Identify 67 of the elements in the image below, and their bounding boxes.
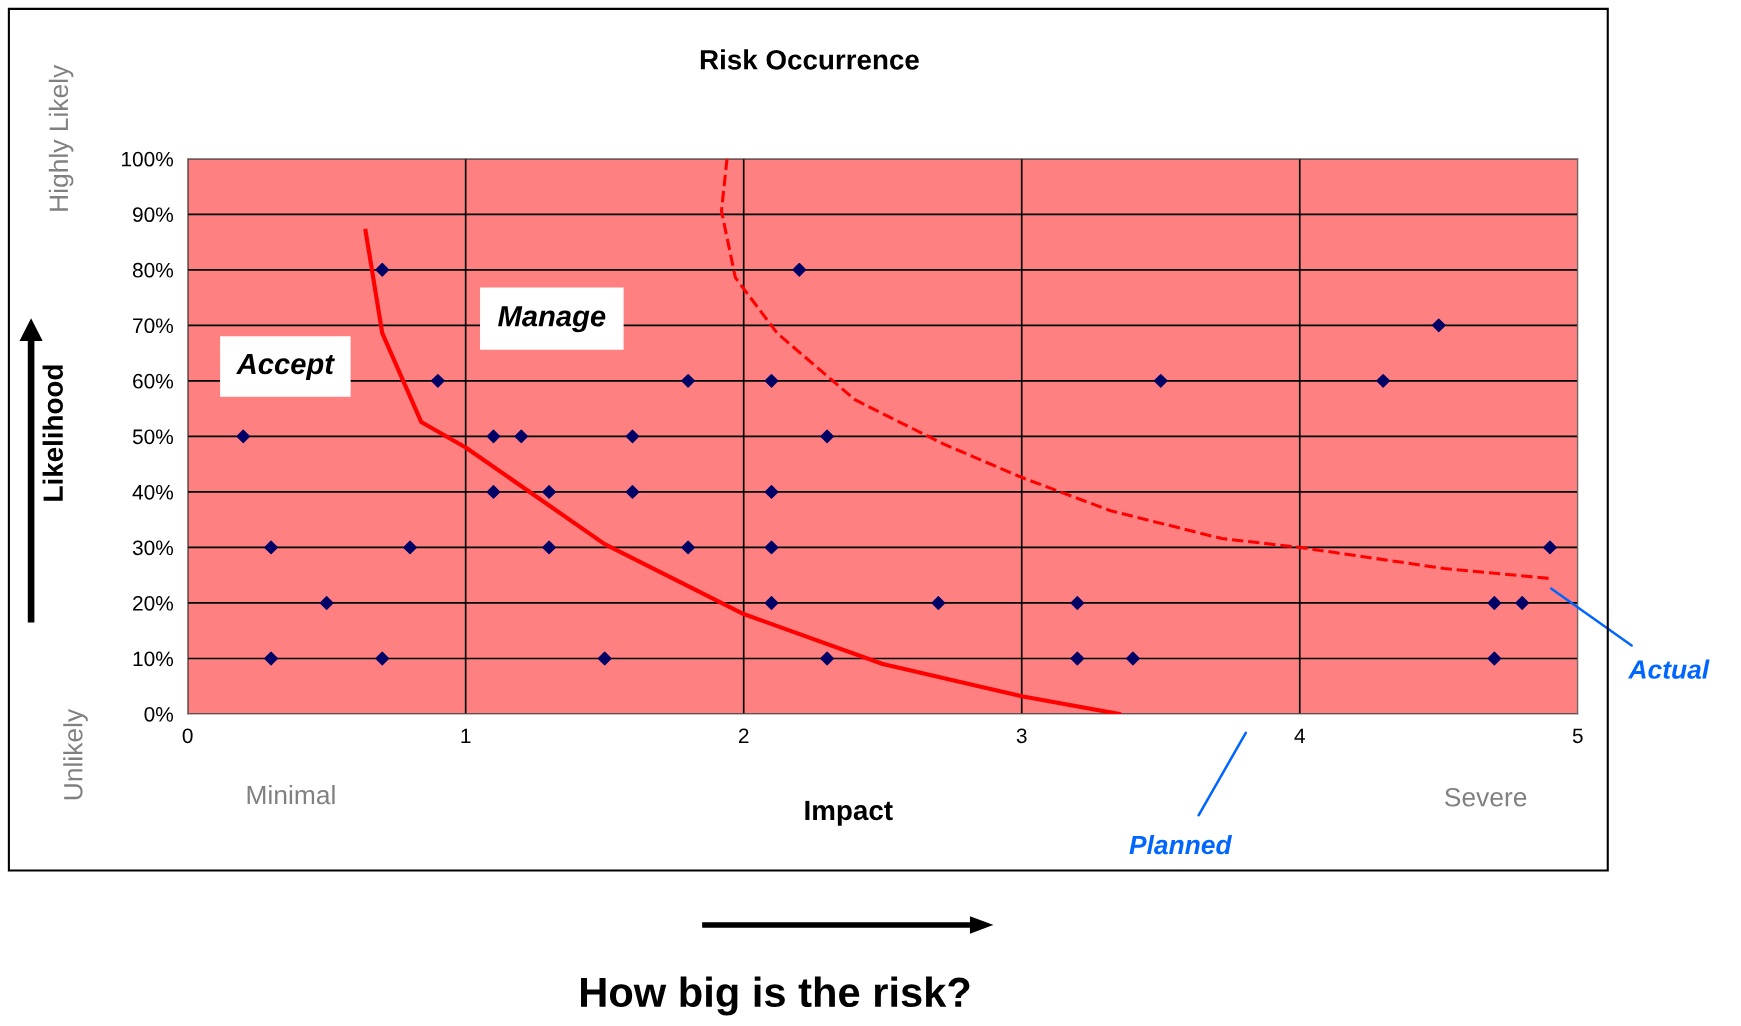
point: [1515, 596, 1530, 610]
text: Planned: [1129, 834, 1233, 855]
point: [1070, 596, 1085, 610]
point: [319, 596, 334, 610]
point: [1487, 596, 1502, 610]
point: [625, 429, 640, 444]
annotation: Manage: [498, 306, 606, 333]
chart-title: Risk Occurrence: [700, 49, 919, 70]
x-tick-label: 4: [1294, 728, 1305, 743]
x-tick-label: 0: [182, 728, 193, 744]
point: [430, 373, 445, 388]
line-series: [363, 228, 1122, 714]
y-tick-label: 50%: [132, 429, 174, 445]
x-tick-label: 2: [738, 728, 749, 743]
y-tick-label: 90%: [133, 207, 174, 223]
point: [1431, 318, 1446, 333]
point: [764, 540, 779, 555]
point: [486, 429, 501, 444]
point: [1126, 651, 1140, 666]
text: How big is the risk?: [581, 976, 970, 1016]
point: [542, 484, 556, 499]
point: [264, 651, 278, 666]
text: Severe: [1445, 787, 1527, 807]
point: [792, 262, 807, 277]
annotation: Accept: [236, 353, 335, 381]
x-tick-label: 1: [461, 728, 471, 743]
y-tick-label: 40%: [132, 484, 174, 500]
line-series: [719, 158, 1552, 581]
y-tick-label: 0%: [144, 706, 174, 722]
point: [681, 540, 696, 555]
point: [681, 373, 696, 388]
text: Unlikely: [63, 708, 88, 800]
point: [820, 429, 835, 444]
point: [1376, 373, 1391, 388]
y-tick-label: 80%: [132, 262, 174, 278]
y-tick-label: 20%: [133, 595, 174, 611]
point: [264, 540, 278, 555]
point: [764, 596, 779, 610]
point: [931, 596, 946, 610]
text: Highly Likely: [48, 64, 74, 211]
text: Actual: [1627, 659, 1710, 679]
point: [375, 651, 390, 666]
point: [514, 429, 529, 444]
y-tick-label: 100%: [122, 151, 174, 167]
point: [486, 484, 501, 499]
y-tick-label: 30%: [132, 540, 174, 556]
y-axis-title: Likelihood: [42, 365, 63, 501]
point: [542, 540, 556, 555]
x-axis-title: Impact: [805, 800, 893, 826]
text: Minimal: [247, 784, 335, 805]
point: [1153, 373, 1168, 388]
point: [820, 651, 835, 666]
x-tick-label: 3: [1016, 728, 1027, 744]
point: [597, 651, 612, 666]
y-tick-label: 70%: [133, 318, 174, 334]
point: [625, 484, 640, 499]
point: [403, 540, 417, 555]
y-tick-label: 10%: [133, 651, 174, 667]
x-tick-label: 5: [1572, 728, 1583, 744]
point: [1070, 651, 1085, 666]
point: [1543, 540, 1557, 555]
y-tick-label: 60%: [133, 373, 174, 389]
point: [236, 429, 251, 444]
point: [764, 373, 779, 388]
point: [1487, 651, 1502, 666]
point: [375, 262, 390, 277]
point: [764, 484, 779, 499]
